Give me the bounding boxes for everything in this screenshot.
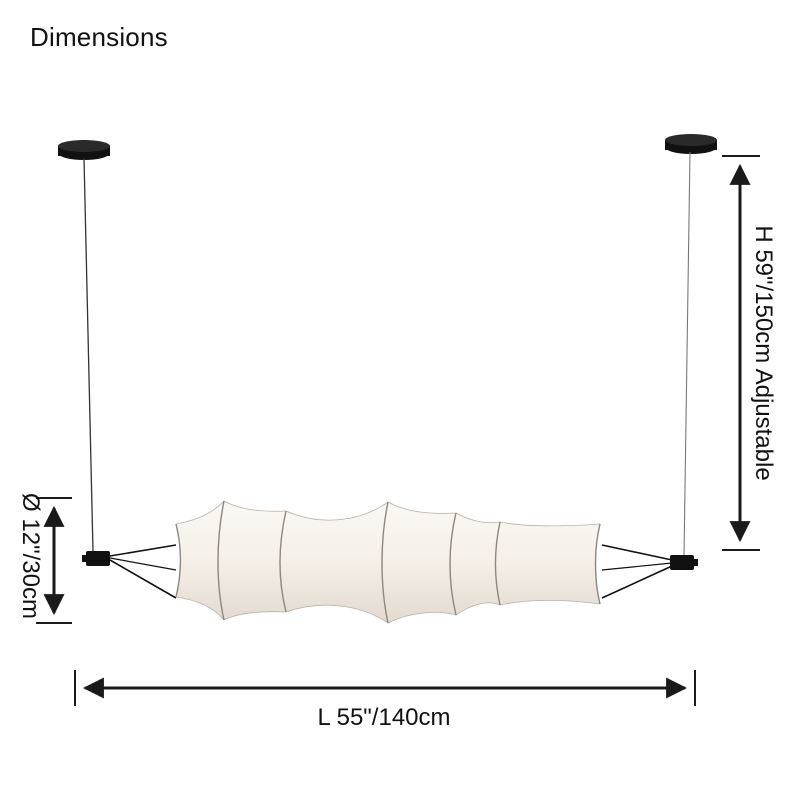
diameter-label: Ø 12"/30cm [17,493,44,619]
left-ceiling-canopy [58,140,110,160]
left-suspension-cable [83,157,94,553]
right-suspension-cable [683,151,691,557]
right-end-fitting [601,544,698,599]
height-dimension: H 59"/150cm Adjustable [722,155,777,551]
page-title: Dimensions [30,22,168,52]
right-ceiling-canopy [665,134,717,154]
lamp-shade [175,500,601,624]
height-label: H 59"/150cm Adjustable [750,225,777,480]
left-end-fitting [82,544,177,599]
length-label: L 55"/140cm [317,704,450,731]
diameter-dimension: Ø 12"/30cm [17,493,72,624]
length-dimension: L 55"/140cm [74,670,696,731]
